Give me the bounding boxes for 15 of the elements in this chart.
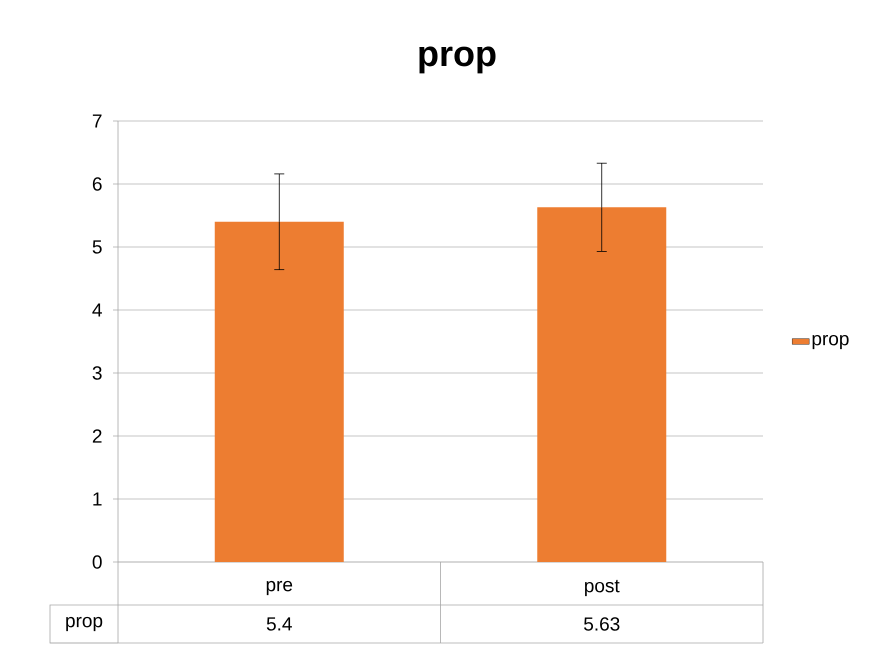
y-tick-label: 7 [92,114,102,128]
y-tick-label: 0 [92,555,102,569]
data-label: 5.4 [266,617,292,631]
x-tick-label: pre [266,580,292,596]
y-tick-label: 4 [92,303,102,317]
data-label: 5.63 [584,617,620,631]
y-tick-label: 6 [92,177,102,191]
text: prop [66,616,102,632]
y-tick-label: 2 [92,429,102,443]
legend-label: prop [812,334,849,350]
y-tick-label: 3 [92,366,102,380]
x-tick-label: post [585,580,620,596]
chart-title: prop [419,46,496,74]
y-tick-label: 5 [92,240,102,254]
y-tick-label: 1 [93,492,102,506]
